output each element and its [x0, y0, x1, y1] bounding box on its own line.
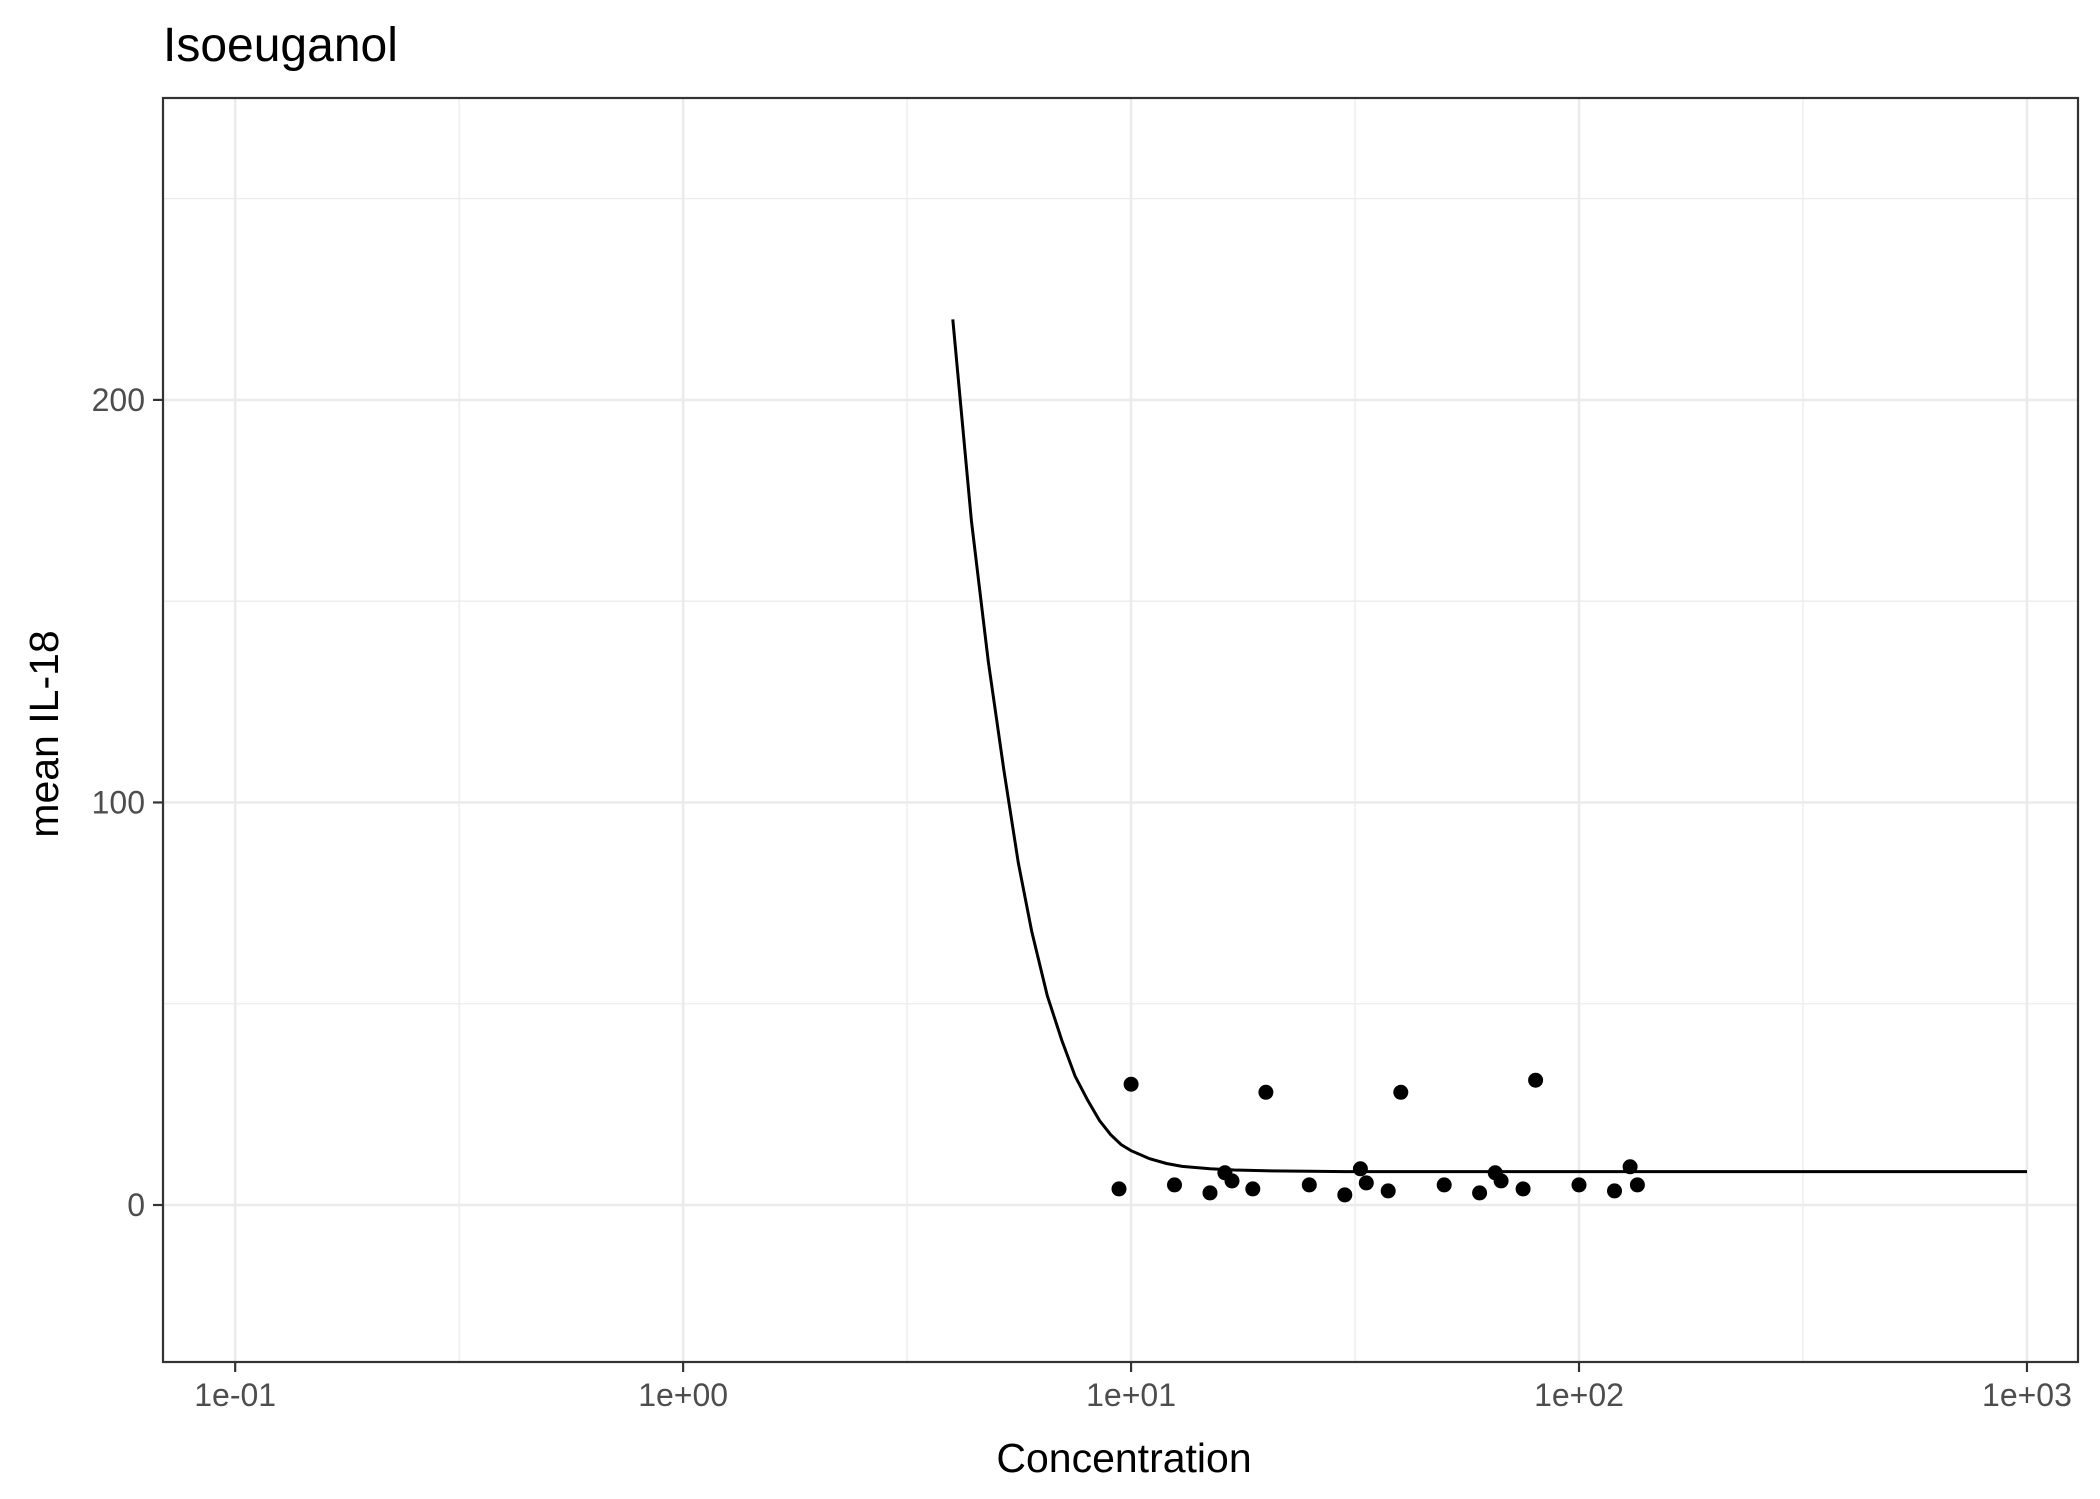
data-point: [1202, 1185, 1218, 1201]
data-point: [1607, 1183, 1622, 1199]
grid: [163, 98, 2078, 1362]
fit-curve-layer: [951, 319, 2027, 1174]
chart-title: Isoeuganol: [163, 19, 398, 72]
data-point: [1493, 1173, 1509, 1189]
panel-border: [161, 96, 2080, 1364]
data-point: [1337, 1187, 1353, 1203]
data-point: [1393, 1084, 1409, 1100]
data-point: [1380, 1183, 1396, 1199]
data-point: [1352, 1161, 1368, 1177]
x-tick-label: 1e+01: [1086, 1377, 1176, 1413]
y-tick-label: 100: [92, 784, 145, 820]
data-point: [1301, 1177, 1317, 1193]
data-point: [1515, 1181, 1531, 1197]
fit-curve: [951, 319, 2027, 1174]
data-point: [1245, 1181, 1261, 1197]
data-point: [1111, 1181, 1127, 1197]
data-points: [1111, 1072, 1645, 1203]
data-point: [1436, 1177, 1452, 1193]
x-axis-title: Concentration: [996, 1435, 1251, 1481]
x-tick-label: 1e-01: [194, 1377, 276, 1413]
data-point: [1622, 1159, 1638, 1175]
data-point: [1472, 1185, 1488, 1201]
x-tick-label: 1e+03: [1982, 1377, 2072, 1413]
data-point: [1571, 1177, 1587, 1193]
data-point: [1629, 1177, 1645, 1193]
x-axis: 1e-01 1e+00 1e+01 1e+02 1e+03: [194, 1362, 2072, 1413]
data-point: [1528, 1072, 1544, 1088]
y-axis: 0 100 200: [92, 382, 163, 1223]
data-point: [1167, 1177, 1182, 1193]
data-point: [1224, 1173, 1240, 1189]
x-tick-label: 1e+02: [1534, 1377, 1624, 1413]
y-tick-label: 0: [127, 1187, 145, 1223]
y-axis-title: mean IL-18: [21, 630, 67, 837]
data-point: [1123, 1076, 1139, 1092]
data-point: [1358, 1175, 1374, 1191]
y-tick-label: 200: [92, 382, 145, 418]
data-point: [1258, 1084, 1274, 1100]
x-tick-label: 1e+00: [638, 1377, 728, 1413]
